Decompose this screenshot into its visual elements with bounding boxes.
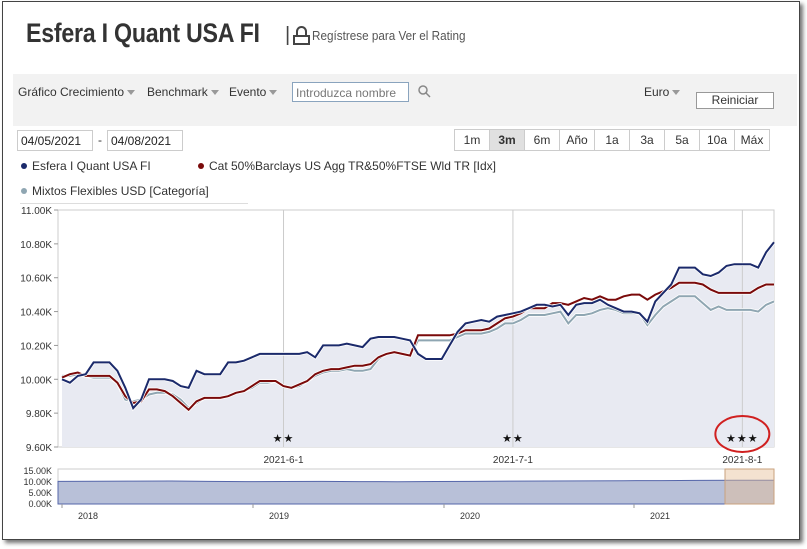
- series-line-2: [62, 295, 775, 410]
- rating-stars: ★★: [502, 432, 524, 445]
- y-tick-label: 11.00K: [21, 206, 52, 217]
- growth-chart-dropdown[interactable]: Gráfico Crecimiento: [18, 85, 136, 99]
- period-selector: 1m 3m 6m Año 1a 3a 5a 10a Máx: [454, 129, 770, 151]
- navigator-range-handle: [724, 468, 775, 505]
- navigator-series: [57, 479, 775, 505]
- legend-label-fund: Esfera I Quant USA FI: [32, 159, 151, 173]
- legend-label-category: Mixtos Flexibles USD [Categoría]: [32, 184, 209, 198]
- navigator-x-tick: 2020: [460, 511, 480, 521]
- benchmark-label: Benchmark: [147, 85, 208, 99]
- period-button-1m[interactable]: 1m: [454, 129, 490, 151]
- y-tick-label: 9.60K: [26, 443, 52, 454]
- highlight-circle: [714, 415, 771, 453]
- benchmark-dropdown[interactable]: Benchmark: [147, 85, 219, 99]
- currency-dropdown[interactable]: Euro: [644, 85, 681, 99]
- series-line-0: [61, 241, 775, 410]
- x-tick-label: 2021-8-1: [722, 455, 762, 466]
- fund-title: Esfera I Quant USA FI: [26, 18, 260, 48]
- chevron-down-icon: [672, 89, 681, 95]
- navigator-y-tick: 10.00K: [23, 477, 52, 487]
- navigator-x-tick: 2021: [650, 511, 670, 521]
- y-tick-label: 9.80K: [26, 409, 52, 420]
- navigator-x-tick: 2018: [78, 511, 98, 521]
- reset-button[interactable]: Reiniciar: [696, 92, 774, 109]
- navigator-x-tick: 2019: [269, 511, 289, 521]
- legend-dot-icon: [21, 163, 27, 169]
- chevron-down-icon: [127, 89, 136, 95]
- navigator-y-tick: 5.00K: [28, 488, 52, 498]
- chart-toolbar: Gráfico Crecimiento Benchmark Evento Int…: [13, 74, 797, 126]
- series-line-1: [61, 281, 774, 412]
- y-tick-label: 10.20K: [20, 341, 52, 352]
- period-button-3a[interactable]: 3a: [629, 129, 665, 151]
- fund-area-fill: [62, 242, 774, 447]
- search-icon[interactable]: [418, 85, 431, 98]
- rating-stars: ★★★: [726, 432, 759, 445]
- rating-area: | Regístrese para Ver el Rating: [285, 24, 483, 47]
- growth-chart-label: Gráfico Crecimiento: [18, 85, 125, 99]
- rating-register-link[interactable]: Regístrese para Ver el Rating: [312, 28, 466, 43]
- lock-icon: [293, 25, 311, 46]
- period-button-3m[interactable]: 3m: [489, 129, 525, 151]
- navigator-y-tick: 0.00K: [28, 499, 52, 509]
- y-tick-label: 10.80K: [20, 240, 52, 251]
- start-date-input[interactable]: 04/05/2021: [17, 130, 93, 151]
- y-tick-label: 10.60K: [20, 274, 52, 285]
- legend-benchmark[interactable]: Cat 50%Barclays US Agg TR&50%FTSE Wld TR…: [198, 159, 496, 173]
- chevron-down-icon: [269, 89, 278, 95]
- period-button-6m[interactable]: 6m: [524, 129, 560, 151]
- title-separator: |: [285, 24, 291, 46]
- legend-label-benchmark: Cat 50%Barclays US Agg TR&50%FTSE Wld TR…: [209, 159, 496, 173]
- period-button-1a[interactable]: 1a: [594, 129, 630, 151]
- date-separator: -: [98, 133, 102, 147]
- x-tick-label: 2021-7-1: [493, 455, 533, 466]
- legend-dot-icon: [21, 188, 27, 194]
- legend-category[interactable]: Mixtos Flexibles USD [Categoría]: [21, 184, 209, 198]
- currency-label: Euro: [644, 85, 670, 99]
- period-button-máx[interactable]: Máx: [734, 129, 770, 151]
- legend-dot-icon: [198, 163, 204, 169]
- y-tick-label: 10.00K: [20, 375, 52, 386]
- navigator-y-tick: 15.00K: [23, 466, 52, 476]
- y-tick-label: 10.40K: [20, 308, 52, 319]
- search-input[interactable]: Introduzca nombre: [292, 82, 409, 102]
- event-dropdown[interactable]: Evento: [229, 85, 278, 99]
- chevron-down-icon: [210, 89, 219, 95]
- x-tick-label: 2021-6-1: [263, 455, 303, 466]
- end-date-input[interactable]: 04/08/2021: [107, 130, 183, 151]
- legend-fund[interactable]: Esfera I Quant USA FI: [21, 159, 151, 173]
- legend-divider: [20, 203, 248, 204]
- event-label: Evento: [229, 85, 267, 99]
- rating-stars: ★★: [273, 432, 295, 445]
